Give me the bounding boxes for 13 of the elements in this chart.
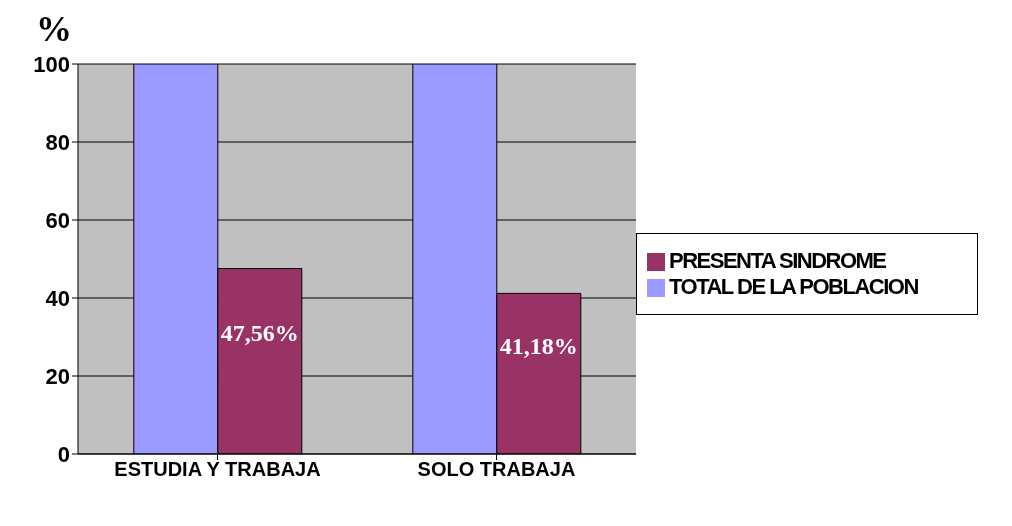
- data-label: 47,56%: [220, 320, 299, 347]
- x-tick-label: SOLO TRABAJA: [417, 458, 576, 481]
- y-tick-label: 0: [57, 441, 70, 467]
- legend-label: PRESENTA SINDROME: [669, 248, 886, 273]
- y-tick-label: 40: [45, 285, 70, 311]
- legend-label: TOTAL DE LA POBLACION: [669, 274, 918, 299]
- x-tick-label: ESTUDIA Y TRABAJA: [114, 458, 321, 481]
- y-axis-title: %: [36, 8, 73, 49]
- y-tick-label: 20: [45, 363, 70, 389]
- y-tick-label: 100: [33, 51, 70, 77]
- data-label: 41,18%: [499, 332, 578, 359]
- y-tick-label: 60: [45, 207, 70, 233]
- y-tick-label: 80: [45, 129, 70, 155]
